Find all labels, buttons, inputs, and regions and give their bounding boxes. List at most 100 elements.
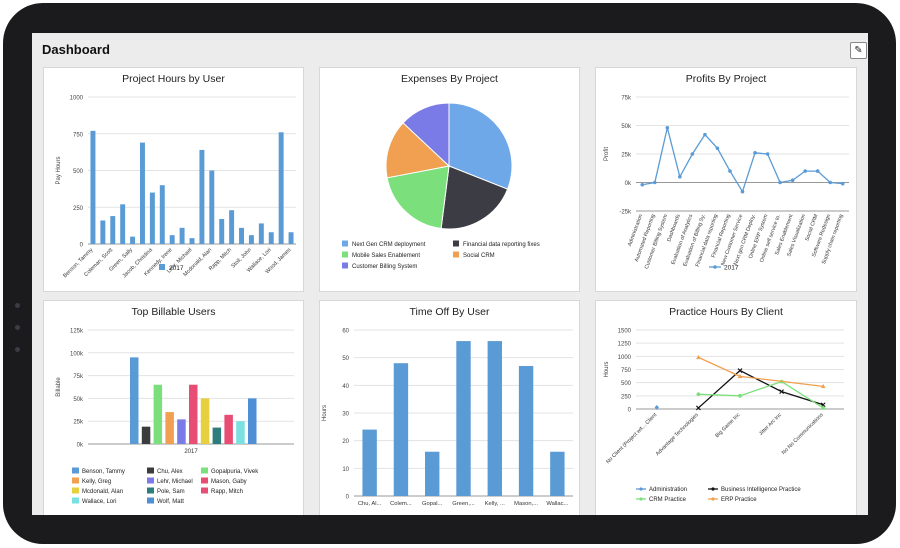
panel-title: Time Off By User (409, 306, 490, 318)
billable-chart: 0k 25k 50k 75k 100k 125k Billable 2017 Benson, T… (56, 329, 294, 505)
bar (177, 419, 186, 444)
legend-label: ERP Practice (721, 497, 757, 503)
y-tick-label: 25k (73, 420, 84, 426)
legend-label: Mason, Gaby (211, 479, 247, 485)
x-tick-label: Mason,... (514, 501, 538, 507)
bar (288, 232, 294, 244)
legend-swatch (147, 497, 154, 504)
x-tick-label: Chu, Al... (358, 501, 382, 507)
data-point (778, 180, 782, 185)
legend-label: Lehr, Michael (157, 479, 193, 485)
panel-title: Top Billable Users (131, 306, 216, 318)
bar (153, 384, 163, 444)
legend-marker (713, 265, 717, 269)
legend-label: Benson, Tammy (82, 469, 125, 475)
pencil-icon[interactable]: ✎ (850, 42, 867, 59)
data-point (696, 392, 701, 397)
y-tick-label: 75k (621, 96, 632, 102)
data-point (690, 152, 695, 156)
bar (212, 427, 222, 444)
y-axis-label: Profit (604, 147, 610, 161)
panel-profits: Profits By Project -25k 0k 25k 50k 75k Profit… (595, 67, 857, 292)
x-tick-label: Advantage Technologies (655, 412, 700, 457)
legend-swatch (147, 467, 154, 474)
practice-chart: 0 250 500 750 1000 1250 1500 Hours No Client (Pr… (604, 329, 844, 503)
bar (239, 227, 244, 244)
legend-swatch (453, 251, 459, 258)
data-point (820, 402, 826, 408)
data-point (790, 178, 795, 183)
series-line (698, 380, 824, 409)
bar (120, 204, 126, 244)
data-point (640, 182, 645, 187)
y-tick-label: 60 (342, 329, 349, 335)
y-tick-label: 500 (621, 381, 632, 387)
legend-marker (711, 497, 715, 501)
bar (159, 185, 165, 244)
y-tick-label: 250 (73, 206, 84, 212)
panel-title: Profits By Project (685, 73, 767, 85)
legend-swatch (147, 487, 154, 494)
bar (169, 235, 175, 244)
panel-practice: Practice Hours By Client 0 250 500 750 1000 1… (595, 300, 857, 515)
bar (268, 232, 274, 244)
profits-chart: -25k0k25k50k75kProfitAdministrationAutom… (604, 96, 849, 272)
legend-swatch (342, 251, 348, 258)
bar (200, 398, 210, 444)
data-point (665, 125, 670, 130)
page-title: Dashboard (42, 42, 110, 57)
y-tick-label: 125k (70, 329, 84, 335)
bar (236, 421, 245, 444)
x-tick-label: Big Game Inc (714, 412, 741, 439)
legend-label: 2017 (169, 265, 184, 272)
data-point (696, 354, 701, 360)
y-tick-label: 250 (621, 394, 632, 400)
legend-label: Next Gen CRM deployment (352, 242, 426, 248)
legend-swatch (453, 240, 459, 247)
legend-label: Business Intelligence Practice (721, 487, 801, 493)
y-axis-label: Hours (322, 405, 328, 421)
bar (130, 357, 139, 444)
data-point (696, 405, 701, 411)
y-tick-label: 1500 (618, 329, 632, 335)
bar (425, 451, 440, 496)
bar (278, 132, 284, 244)
panel-title: Expenses By Project (401, 73, 498, 85)
bar (149, 192, 155, 244)
pie-slice (402, 102, 450, 168)
bar (199, 149, 205, 244)
bar (393, 363, 409, 496)
data-point (779, 389, 784, 395)
data-point (737, 373, 743, 379)
x-tick-label: 2017 (184, 449, 198, 455)
bar (189, 238, 195, 244)
panel-project-hours: Project Hours by User 0 250 500 750 1000 Pay … (43, 67, 304, 292)
pie-slice (385, 122, 451, 179)
legend-label: Social CRM (463, 253, 495, 259)
y-axis-label: Pay Hours (56, 156, 62, 184)
y-tick-label: 100k (70, 351, 84, 357)
pie-slice (448, 102, 513, 190)
bar (258, 223, 264, 244)
pie-slice (386, 165, 450, 230)
bar (140, 142, 145, 244)
y-tick-label: 750 (73, 132, 84, 138)
data-point (678, 175, 682, 179)
y-tick-label: 0 (346, 495, 350, 501)
panel-timeoff: Time Off By User 0 10 20 30 40 50 60 Hours Chu, … (319, 300, 580, 515)
y-tick-label: 20 (342, 439, 349, 445)
legend-label: Customer Billing System (352, 264, 417, 270)
bar (229, 210, 235, 244)
legend-swatch (342, 240, 348, 247)
y-tick-label: 50k (73, 397, 84, 403)
bar (219, 219, 225, 244)
x-tick-label: Kelly, ... (485, 501, 506, 507)
bar (90, 130, 96, 244)
legend-swatch (201, 477, 208, 484)
legend-label: Pole, Sam (157, 489, 185, 495)
legend-label: Kelly, Greg (82, 479, 111, 485)
x-tick-label: Colem... (390, 501, 412, 507)
data-point (820, 383, 826, 389)
x-tick-label: Wallac... (546, 501, 568, 507)
